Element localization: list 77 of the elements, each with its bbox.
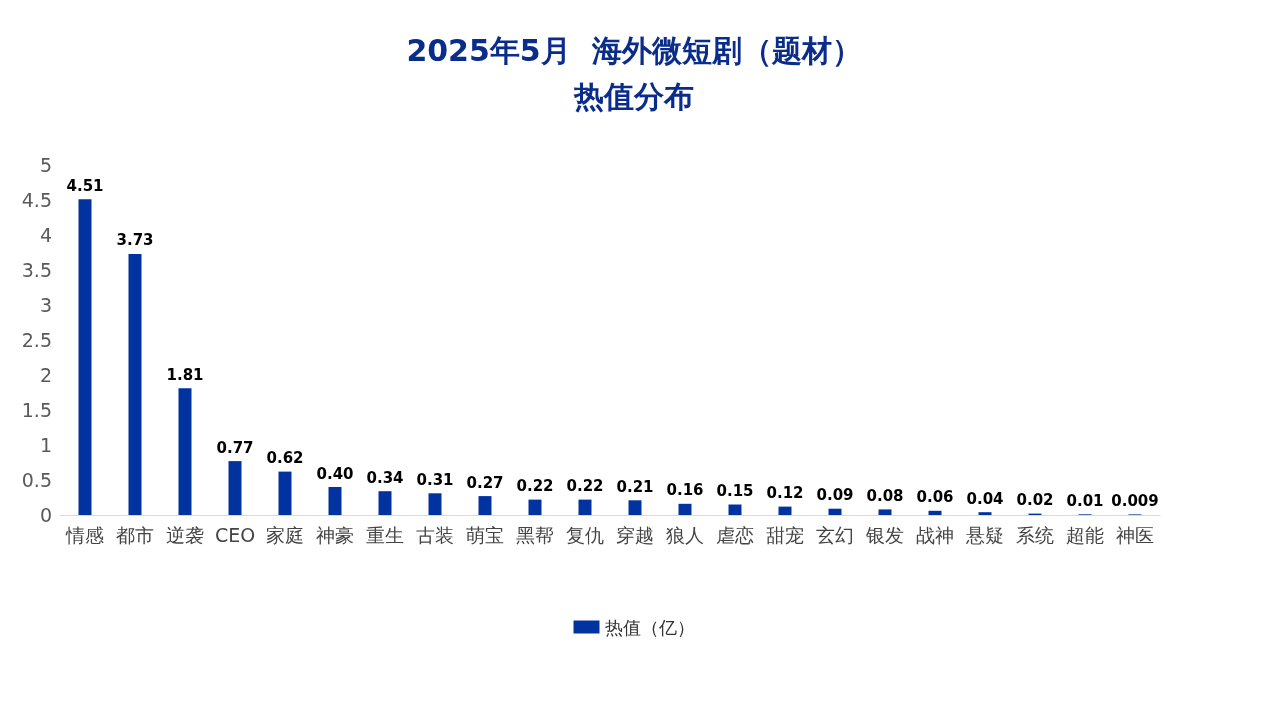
bar <box>328 487 342 515</box>
x-tick-label: 神医 <box>1116 523 1154 546</box>
x-tick-label: 逆袭 <box>166 523 204 546</box>
data-label: 0.22 <box>516 477 554 496</box>
data-label: 0.009 <box>1111 491 1159 510</box>
x-tick-label: 银发 <box>865 523 904 546</box>
x-tick-label: 萌宝 <box>466 523 504 546</box>
data-label: 0.62 <box>266 449 304 468</box>
chart-title: 2025年5月 海外微短剧（题材） <box>406 32 862 68</box>
bar <box>928 510 942 515</box>
y-tick-label: 3.5 <box>21 259 52 281</box>
x-tick-label: 古装 <box>416 523 454 546</box>
data-label: 0.40 <box>316 464 354 483</box>
y-tick-label: 2 <box>39 364 52 386</box>
data-label: 0.21 <box>616 477 654 496</box>
data-label: 0.77 <box>216 438 254 457</box>
x-tick-label: 都市 <box>116 523 154 546</box>
data-label: 0.04 <box>966 489 1004 508</box>
bar <box>78 199 92 515</box>
y-tick-label: 0 <box>39 504 52 526</box>
x-tick-label: 家庭 <box>266 523 304 546</box>
bar <box>178 388 192 515</box>
bar <box>128 253 142 515</box>
x-tick-label: 黑帮 <box>516 523 554 546</box>
x-tick-label: 玄幻 <box>816 523 854 546</box>
bar <box>378 491 392 515</box>
bar <box>628 500 642 515</box>
chart-subtitle: 热值分布 <box>573 78 694 114</box>
x-tick-label: 系统 <box>1016 523 1054 546</box>
data-label: 0.31 <box>416 470 454 489</box>
bar <box>878 509 892 515</box>
x-tick-label: 超能 <box>1066 523 1104 546</box>
x-tick-label: 穿越 <box>616 523 654 546</box>
x-tick-label: 神豪 <box>316 523 354 546</box>
y-tick-label: 0.5 <box>21 469 52 491</box>
bar <box>778 506 792 515</box>
bar <box>978 512 992 515</box>
bar <box>528 499 542 515</box>
y-tick-label: 4.5 <box>21 189 52 211</box>
bar <box>228 461 242 515</box>
data-label: 1.81 <box>166 365 204 384</box>
x-tick-label: CEO <box>214 523 256 546</box>
legend-label: 热值（亿） <box>604 616 695 638</box>
bar <box>478 496 492 515</box>
x-tick-label: 狼人 <box>666 523 704 546</box>
x-tick-label: 复仇 <box>566 523 604 546</box>
data-label: 4.51 <box>66 176 104 195</box>
x-tick-label: 战神 <box>916 523 954 546</box>
bar <box>428 493 442 515</box>
bar <box>828 508 842 515</box>
y-tick-label: 1.5 <box>21 399 52 421</box>
data-label: 0.34 <box>366 468 404 487</box>
x-tick-label: 重生 <box>366 523 404 546</box>
x-tick-label: 情感 <box>65 523 104 546</box>
bar <box>278 471 292 515</box>
data-label: 0.16 <box>666 481 704 500</box>
bar <box>578 499 592 515</box>
bar <box>678 503 692 515</box>
data-label: 0.06 <box>916 488 954 507</box>
y-tick-label: 4 <box>39 224 52 246</box>
x-tick-label: 悬疑 <box>965 523 1004 546</box>
y-tick-label: 3 <box>39 294 52 316</box>
y-tick-label: 1 <box>39 434 52 456</box>
y-tick-label: 2.5 <box>21 329 52 351</box>
data-label: 0.02 <box>1016 491 1054 510</box>
data-label: 0.08 <box>866 486 904 505</box>
y-tick-label: 5 <box>39 154 52 176</box>
x-tick-label: 甜宠 <box>766 523 804 546</box>
x-tick-label: 虐恋 <box>716 523 754 546</box>
data-label: 0.15 <box>716 482 754 500</box>
data-label: 0.22 <box>566 477 604 496</box>
data-label: 3.73 <box>116 231 154 250</box>
bar <box>728 504 742 515</box>
data-label: 0.27 <box>466 473 504 492</box>
data-label: 0.01 <box>1066 491 1104 510</box>
data-label: 0.12 <box>766 484 804 503</box>
data-label: 0.09 <box>816 486 854 505</box>
